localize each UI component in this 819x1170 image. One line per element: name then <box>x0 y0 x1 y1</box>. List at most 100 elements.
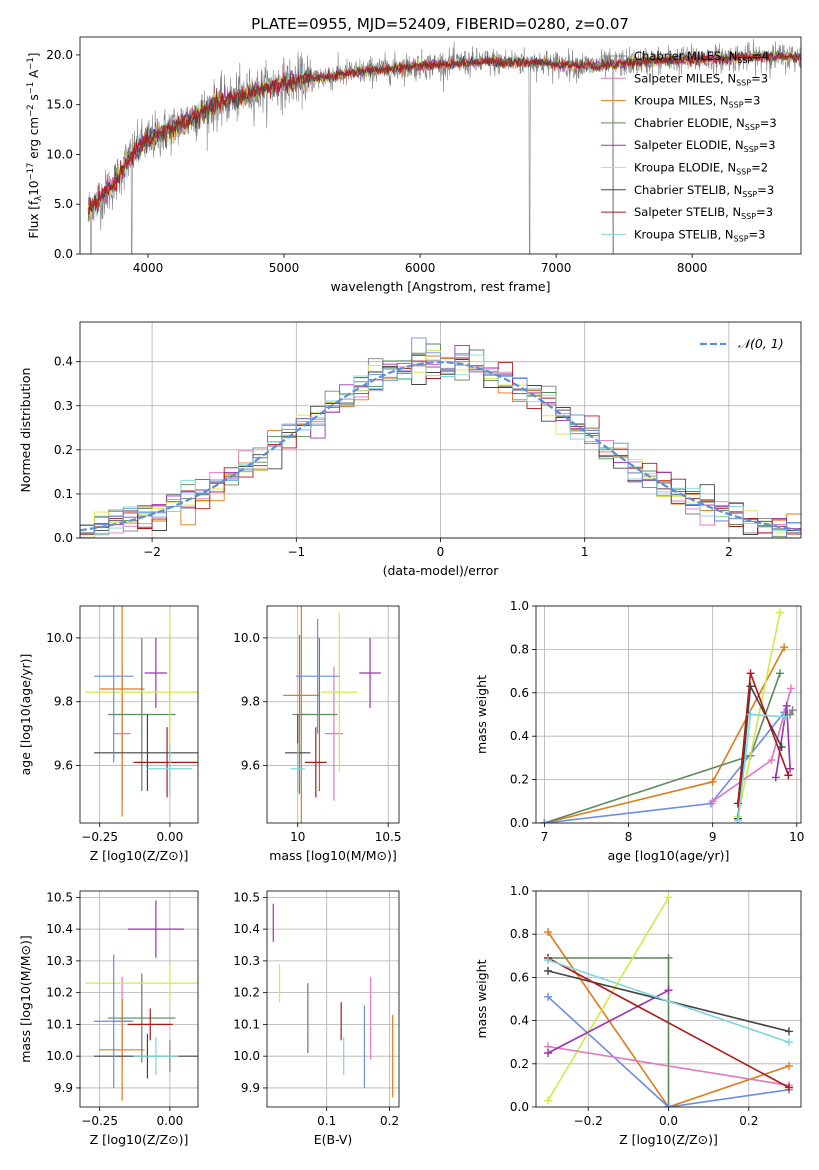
series-line <box>547 959 790 1043</box>
series-marker <box>767 756 776 765</box>
series-marker <box>664 986 673 995</box>
series-marker <box>733 816 742 823</box>
y-tick-label: 20.0 <box>46 48 73 62</box>
x-tick-label: 0 <box>437 545 445 559</box>
data-layer <box>283 606 381 823</box>
y-tick-label: 10.1 <box>46 1017 73 1031</box>
series-marker <box>544 956 553 965</box>
y-tick-label: 0.0 <box>510 1100 529 1114</box>
x-tick-label: 0.00 <box>157 1114 184 1128</box>
series-line <box>547 1045 790 1087</box>
series-marker <box>784 1061 793 1070</box>
y-tick-label: 10.1 <box>233 1017 260 1031</box>
axes-frame <box>79 605 199 824</box>
x-tick-label: 0.1 <box>317 1114 336 1128</box>
series-line <box>547 989 669 1054</box>
y-tick-label: 1.0 <box>510 599 529 613</box>
series-marker <box>544 1096 553 1105</box>
y-tick-label: 5.0 <box>54 197 73 211</box>
y-tick-label: 10.4 <box>46 922 73 936</box>
series-line <box>547 897 670 1101</box>
y-axis-label: Flux [fλ10−17 erg cm−2 s−1 A−1] <box>26 53 44 239</box>
x-tick-label: 10.5 <box>375 830 402 844</box>
chart-age_vs_mass: 10 10.5 9.6 9.8 10.0 mass [log10(M/M⊙)] <box>233 605 402 863</box>
data-layer <box>540 608 797 823</box>
y-tick-label: 10.2 <box>46 986 73 1000</box>
legend-label: Salpeter ELODIE, NSSP=3 <box>634 138 776 154</box>
y-axis-label: mass [log10(M/M⊙)] <box>18 935 33 1063</box>
x-tick-label: 6000 <box>405 261 436 275</box>
legend-label: Kroupa ELODIE, NSSP=2 <box>634 161 768 177</box>
spectrum-model-line <box>87 50 801 216</box>
series-marker <box>746 682 755 691</box>
x-tick-label: 8000 <box>677 261 708 275</box>
y-tick-label: 0.6 <box>510 970 529 984</box>
x-tick-label: −0.25 <box>81 1114 118 1128</box>
series-marker <box>664 953 673 962</box>
legend-label: Chabrier STELIB, NSSP=3 <box>634 183 774 199</box>
y-tick-label: 10.5 <box>46 890 73 904</box>
x-axis-label: Z [log10(Z/Z⊙)] <box>90 848 189 863</box>
series-marker <box>784 771 793 780</box>
legend-label: Chabrier MILES, NSSP=4 <box>634 49 769 65</box>
data-layer <box>87 38 801 254</box>
y-tick-label: 0.4 <box>510 729 529 743</box>
series-marker <box>664 1103 673 1107</box>
y-tick-label: 0.6 <box>510 686 529 700</box>
legend-label: 𝒩(0, 1) <box>738 336 784 351</box>
series-marker <box>775 669 784 678</box>
x-axis-label: Z [log10(Z/Z⊙)] <box>90 1132 189 1147</box>
series-marker <box>777 743 786 752</box>
x-tick-label: 2 <box>725 545 733 559</box>
series-marker <box>708 777 717 786</box>
series-marker <box>786 684 795 693</box>
y-axis-label: mass weight <box>474 675 489 754</box>
x-tick-label: 4000 <box>133 261 164 275</box>
series-marker <box>746 669 755 678</box>
x-tick-label: −0.25 <box>81 830 118 844</box>
histogram-series <box>80 354 801 538</box>
axes-frame <box>266 605 400 824</box>
series-line <box>737 683 783 819</box>
x-tick-label: 1 <box>581 545 589 559</box>
histogram-series <box>80 337 801 538</box>
legend-label: Kroupa STELIB, NSSP=3 <box>634 227 765 243</box>
y-tick-label: 15.0 <box>46 98 73 112</box>
y-tick-label: 0.3 <box>54 399 73 413</box>
y-tick-label: 10.4 <box>233 922 260 936</box>
y-tick-label: 10.3 <box>46 954 73 968</box>
x-tick-label: 0.2 <box>380 1114 399 1128</box>
data-layer <box>272 903 394 1098</box>
y-tick-label: 0.8 <box>510 642 529 656</box>
y-tick-label: 0.0 <box>54 247 73 261</box>
spectrum-model-line <box>87 51 801 214</box>
x-axis-label: mass [log10(M/M⊙)] <box>269 848 397 863</box>
legend-label: Chabrier ELODIE, NSSP=3 <box>634 116 777 132</box>
series-marker <box>540 819 549 823</box>
y-tick-label: 1.0 <box>510 884 529 898</box>
x-axis-label: (data-model)/error <box>383 563 500 578</box>
data-layer <box>85 606 198 817</box>
y-tick-label: 10.0 <box>46 631 73 645</box>
series-marker <box>746 710 755 719</box>
y-tick-label: 10.3 <box>233 954 260 968</box>
chart-weight_vs_age: 7 8 9 10 0.0 0.2 0.4 0.6 0.8 1.0 age [log10(age/yr… <box>474 599 804 863</box>
series-marker <box>708 797 717 806</box>
y-tick-label: 0.0 <box>54 531 73 545</box>
y-tick-label: 0.4 <box>510 1014 529 1028</box>
chart-residuals: −2 −1 0 1 2 0.0 0.1 0.2 0.3 0.4 (data-model)/error… <box>18 321 802 578</box>
y-tick-label: 0.2 <box>510 773 529 787</box>
x-tick-label: 7 <box>541 830 549 844</box>
x-tick-label: 10 <box>290 830 305 844</box>
series-marker <box>544 928 553 937</box>
y-tick-label: 0.1 <box>54 487 73 501</box>
spectrum-observed-line <box>87 38 801 254</box>
series-marker <box>544 992 553 1001</box>
x-tick-label: 7000 <box>541 261 572 275</box>
x-tick-label: 10 <box>789 830 804 844</box>
y-tick-label: 0.4 <box>54 355 73 369</box>
x-axis-label: Z [log10(Z/Z⊙)] <box>619 1132 718 1147</box>
data-layer <box>85 900 198 1101</box>
axes-frame <box>535 605 802 824</box>
